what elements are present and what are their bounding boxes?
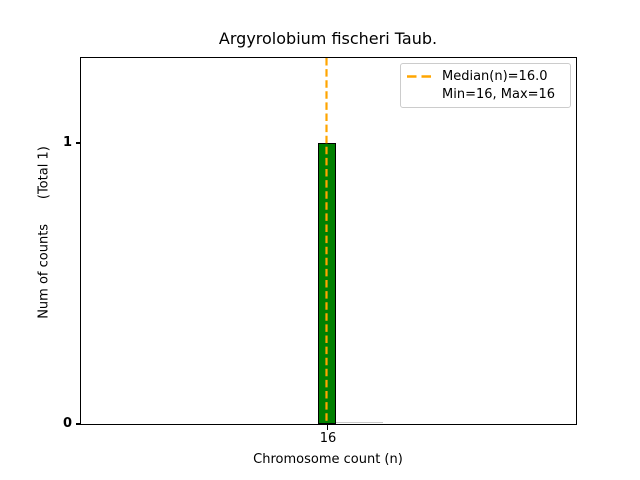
dashed-line-icon [407,75,435,79]
x-tick-label-16: 16 [319,431,337,446]
x-tick-mark-16 [326,425,329,430]
y-axis-label: Num of counts (Total 1) [36,146,52,319]
legend-entry-minmax: Min=16, Max=16 [407,86,564,103]
y-tick-label-0: 0 [62,416,72,431]
zero-bin-baseline [336,421,383,423]
y-tick-mark-0 [75,423,80,425]
chart-title: Argyrolobium fischeri Taub. [218,29,438,48]
histogram-bar [318,143,336,424]
legend-entry-median: Median(n)=16.0 [407,68,564,85]
legend-median-label: Median(n)=16.0 [442,69,548,85]
legend-minmax-label: Min=16, Max=16 [442,86,556,102]
y-tick-label-1: 1 [62,135,72,150]
y-tick-mark-1 [75,142,80,144]
x-axis-label: Chromosome count (n) [253,452,403,467]
legend: Median(n)=16.0 Min=16, Max=16 [400,63,571,108]
